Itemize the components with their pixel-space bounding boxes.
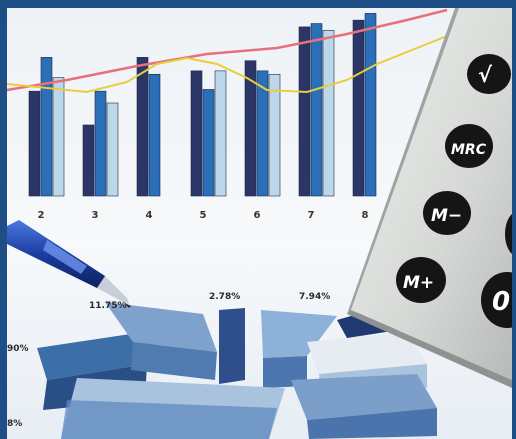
pie-label-1: 11.75%	[89, 301, 127, 311]
bar-6-1	[244, 60, 257, 197]
pie-chart	[37, 302, 437, 439]
pie-slice-left	[37, 330, 157, 380]
pie-slice-center	[219, 308, 245, 384]
calculator-icon	[347, 8, 512, 388]
x-tick-3: 3	[92, 210, 99, 221]
pie-slice-front-right-side	[307, 408, 437, 439]
pie-label-5: 8%	[7, 419, 22, 429]
bar-7-3	[322, 29, 335, 197]
bar-chart	[28, 13, 377, 197]
frame-right-border	[512, 0, 516, 439]
bar-2-2	[40, 57, 53, 197]
key-label-sqrt: √	[478, 63, 493, 87]
pie-slice-front-edge	[61, 400, 277, 439]
key-label-mrc: MRC	[451, 142, 487, 158]
pie-label-4: 90%	[7, 344, 29, 354]
key-label-zero: 0	[492, 287, 510, 317]
trend-line-red	[7, 8, 448, 92]
x-tick-8: 8	[362, 210, 369, 221]
bar-4-1	[136, 57, 149, 197]
frame-top-border	[0, 0, 516, 8]
calculator-key-mrc: MRC	[445, 124, 493, 168]
bar-3-2	[94, 90, 107, 197]
bar-3-1	[82, 124, 95, 197]
trend-line-yellow	[7, 35, 448, 94]
x-tick-2: 2	[38, 210, 45, 221]
calculator-key-zero: 0	[481, 272, 512, 328]
bar-2-3	[52, 77, 65, 197]
calculator-key-m-minus: M−	[423, 191, 471, 235]
calculator-key-sqrt: √	[467, 54, 511, 94]
x-tick-5: 5	[200, 210, 207, 221]
bar-2-1	[28, 90, 41, 197]
key-label-m-minus: M−	[431, 206, 462, 226]
pen-icon	[7, 220, 131, 308]
pie-slice-back-left-side	[131, 342, 217, 380]
finance-photo: 2 3 4 5 6 7 8	[7, 8, 512, 439]
bar-8-2	[364, 13, 377, 197]
x-tick-6: 6	[254, 210, 261, 221]
pie-label-2: 2.78%	[209, 292, 240, 302]
x-tick-7: 7	[308, 210, 315, 221]
bar-6-2	[256, 70, 269, 197]
bar-5-2	[202, 89, 215, 197]
bar-8-1	[352, 19, 365, 197]
bar-7-2	[310, 23, 323, 197]
bar-6-3	[268, 73, 281, 197]
calculator-key-edge	[505, 214, 512, 254]
bar-5-3	[214, 70, 227, 197]
x-tick-4: 4	[146, 210, 153, 221]
bar-7-1	[298, 26, 311, 197]
pie-slice-right-light	[307, 332, 427, 374]
bar-5-1	[190, 70, 203, 197]
bar-4-2	[148, 73, 161, 197]
bar-chart-x-ticks: 2 3 4 5 6 7 8	[38, 210, 369, 221]
calculator-key-m-plus: M+	[396, 257, 446, 303]
frame-left-border	[0, 0, 7, 439]
pie-slice-back-left	[105, 302, 217, 352]
pie-label-3: 7.94%	[299, 292, 330, 302]
bar-3-3	[106, 102, 119, 197]
pie-slice-back-right	[261, 310, 337, 358]
key-label-m-plus: M+	[403, 273, 434, 293]
pie-slice-front-right	[291, 374, 437, 420]
